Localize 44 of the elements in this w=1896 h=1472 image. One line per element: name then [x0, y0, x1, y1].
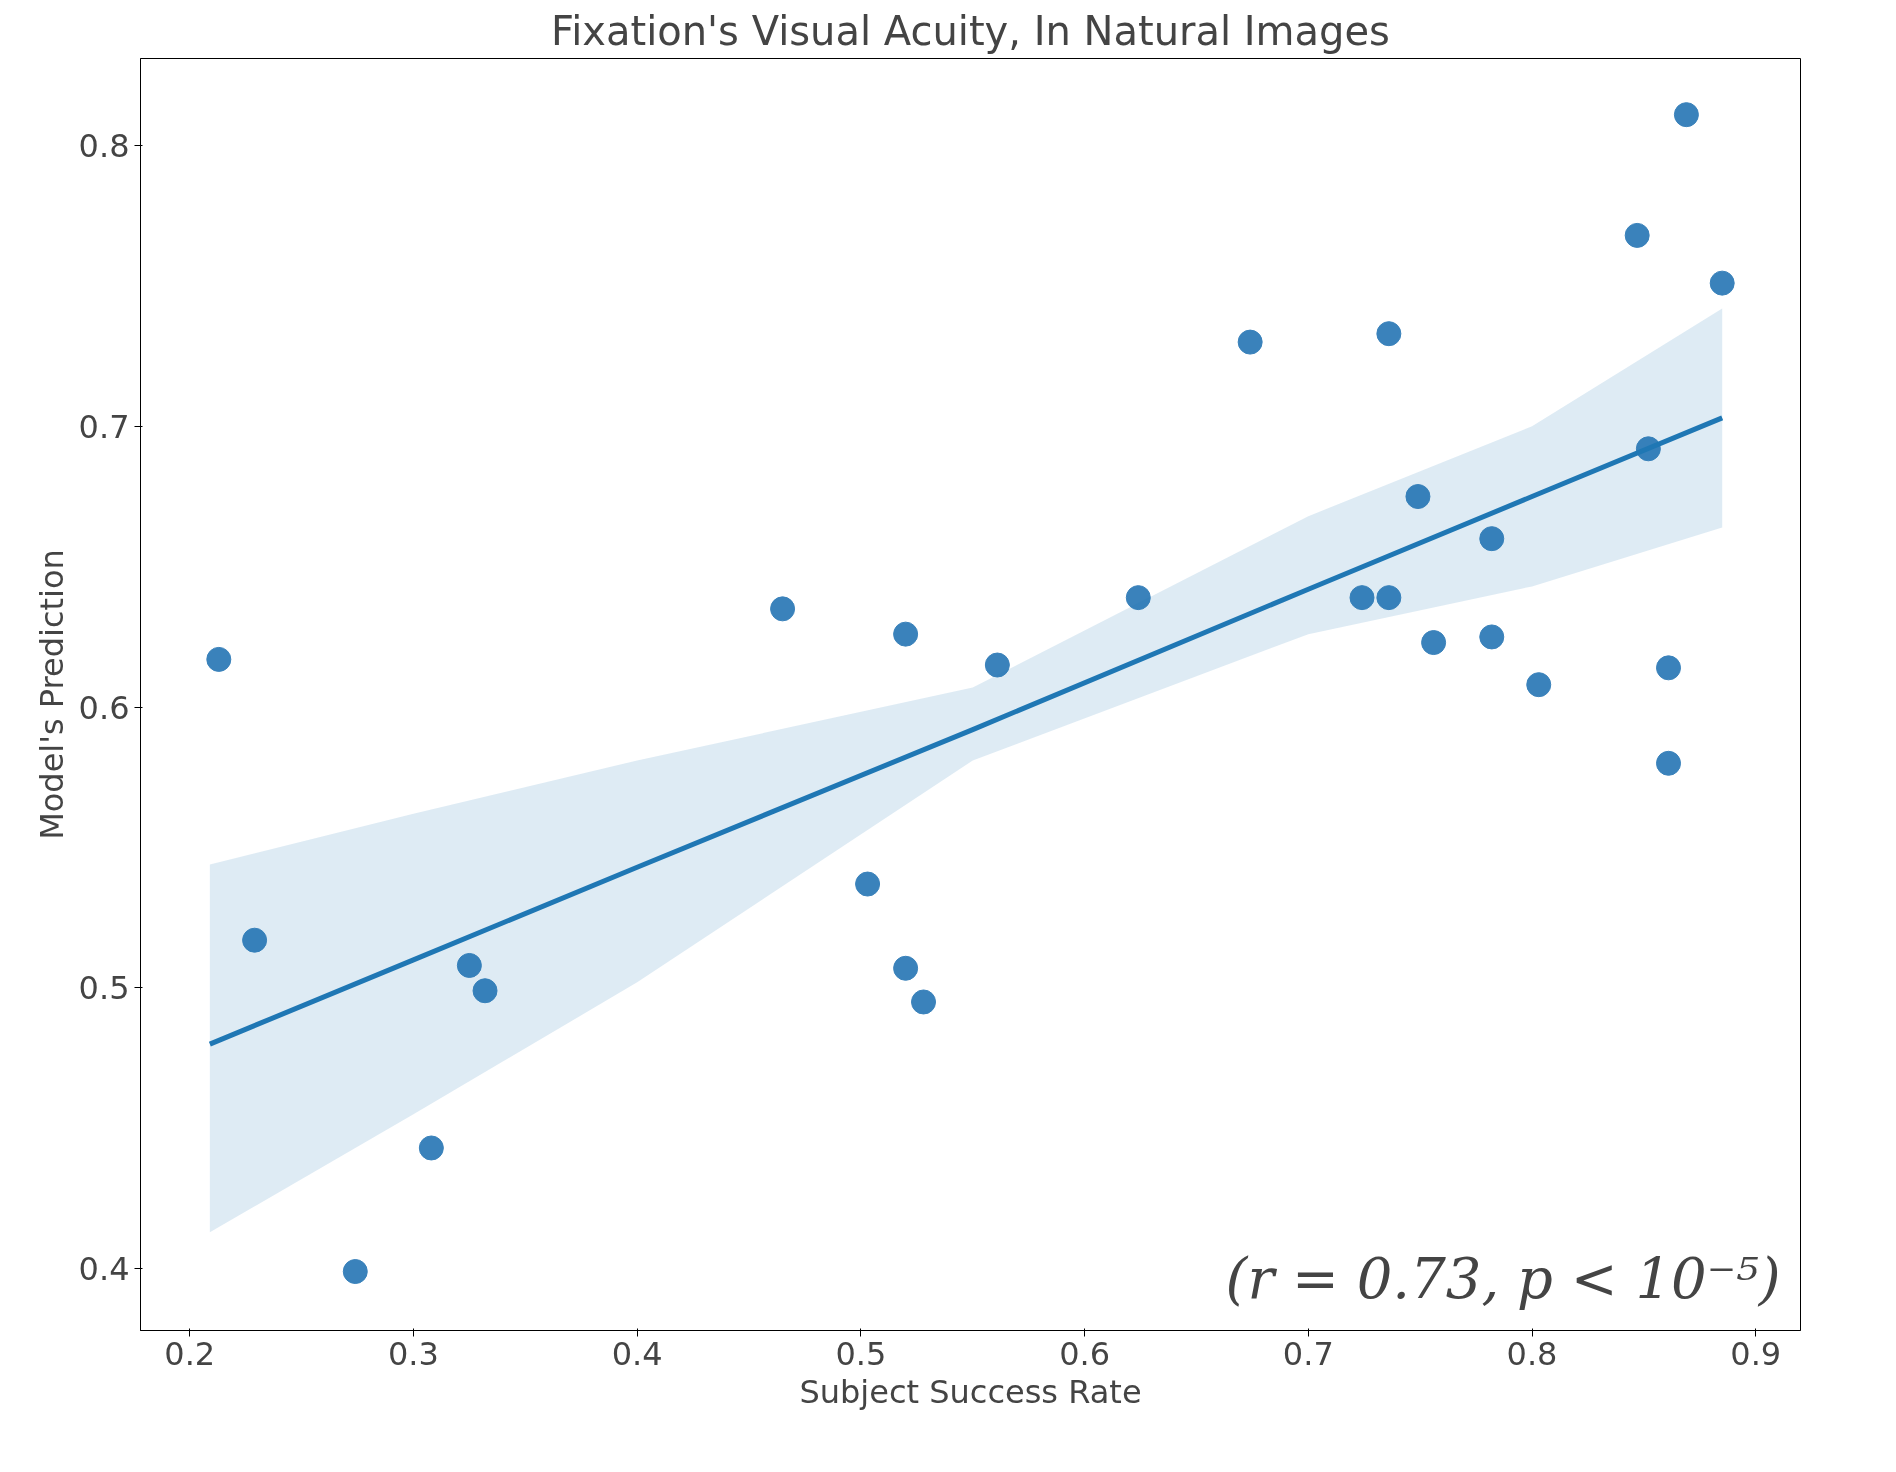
point	[1237, 329, 1263, 355]
point	[1709, 270, 1735, 296]
point	[456, 952, 482, 978]
y-tick-label: 0.7	[78, 407, 130, 446]
point	[1376, 321, 1402, 347]
point	[1526, 672, 1552, 698]
y-axis-title: Model's Prediction	[32, 549, 71, 840]
point	[418, 1135, 444, 1161]
point	[206, 646, 232, 672]
point	[1125, 585, 1151, 611]
x-tick-label: 0.7	[1282, 1334, 1334, 1373]
x-tick-label: 0.4	[611, 1334, 663, 1373]
x-tick-label: 0.3	[387, 1334, 439, 1373]
x-tick-label: 0.8	[1506, 1334, 1558, 1373]
x-tick-label: 0.5	[835, 1334, 887, 1373]
annotation: (r = 0.73, p < 10⁻⁵)	[1225, 1245, 1781, 1311]
x-axis-title: Subject Success Rate	[799, 1372, 1142, 1411]
chart-title: Fixation's Visual Acuity, In Natural Images	[551, 7, 1390, 54]
x-tick-label: 0.9	[1730, 1334, 1782, 1373]
y-tick-label: 0.6	[78, 688, 130, 727]
point	[1479, 526, 1505, 552]
point	[1421, 630, 1447, 656]
point	[242, 927, 268, 953]
y-tick-label: 0.4	[78, 1250, 130, 1289]
point	[1349, 585, 1375, 611]
point	[1479, 624, 1505, 650]
point	[1405, 484, 1431, 510]
x-tick-label: 0.2	[164, 1334, 216, 1373]
point	[1624, 222, 1650, 248]
point	[911, 989, 937, 1015]
point	[855, 871, 881, 897]
point	[472, 978, 498, 1004]
y-tick-label: 0.8	[78, 127, 130, 166]
point	[984, 652, 1010, 678]
x-tick-label: 0.6	[1059, 1334, 1111, 1373]
point	[342, 1259, 368, 1285]
point	[893, 621, 919, 647]
point	[1656, 750, 1682, 776]
point	[893, 955, 919, 981]
y-tick-label: 0.5	[78, 969, 130, 1008]
point	[1376, 585, 1402, 611]
point	[770, 596, 796, 622]
point	[1656, 655, 1682, 681]
point	[1673, 102, 1699, 128]
